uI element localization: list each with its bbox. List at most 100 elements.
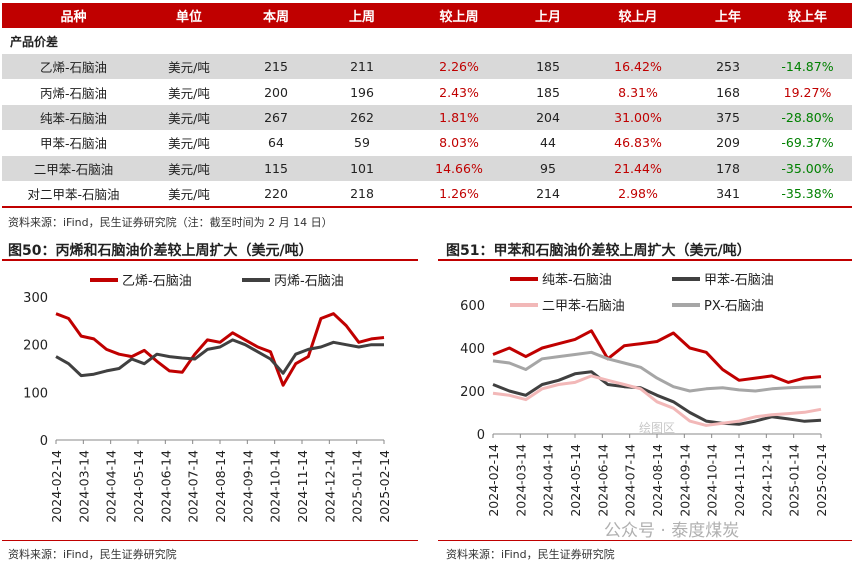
cell-last-week: 196 [350,84,374,100]
legend-label: 乙烯-石脑油 [122,274,192,289]
cell-wow: 2.43% [439,84,479,100]
fig51-title-rule [438,259,852,261]
cell-yoy: -35.00% [763,155,852,181]
x-tick-label: 2024-08-14 [650,444,665,517]
y-tick-label: 300 [23,291,48,306]
y-tick-label: 200 [23,339,48,354]
cell-product: 对二甲苯-石脑油 [2,180,145,209]
fig50-title: 图50：丙烯和石脑油价差较上周扩大（美元/吨） [8,243,313,259]
cell-unit: 美元/吨 [145,104,233,131]
cell-last-week: 262 [319,104,405,131]
cell-this-week: 267 [233,104,319,131]
table-row: 纯苯-石脑油 美元/吨 267 262 1.81% 204 31.00% 375… [2,104,852,131]
table-row: 二甲苯-石脑油 美元/吨 115 101 14.66% 95 21.44% 17… [2,155,852,181]
cell-product: 丙烯-石脑油 [39,85,107,101]
fig50-title-rule [2,259,418,261]
y-tick-label: 200 [460,385,485,400]
x-tick-label: 2024-05-14 [131,450,146,523]
x-tick-label: 2024-09-14 [240,450,255,523]
x-tick-label: 2024-12-14 [759,444,774,517]
cell-last-month: 214 [513,180,583,209]
series-line [492,370,822,426]
table-row: 丙烯-石脑油 美元/吨 200 196 2.43% 185 8.31% 168 … [2,79,852,104]
series-line [492,350,822,393]
x-tick-label: 2024-08-14 [213,450,228,523]
cell-this-week: 200 [264,84,288,100]
cell-last-year: 341 [693,180,763,209]
x-tick-label: 2024-04-14 [541,444,556,517]
fig50-chart: 乙烯-石脑油 丙烯-石脑油 0 100 200 300 2024-02-14 2024-03-… [23,274,392,523]
x-tick-label: 2024-11-14 [732,444,747,517]
group-label: 产品价差 [10,34,59,49]
cell-last-week: 218 [319,180,405,209]
cell-mom: 16.42% [583,54,693,80]
cell-this-week: 215 [233,54,319,80]
x-tick-label: 2025-02-14 [814,444,829,517]
x-tick-label: 2024-06-14 [595,444,610,517]
cell-last-week: 101 [319,155,405,181]
legend-label: 甲苯-石脑油 [704,273,774,288]
legend-label: 二甲苯-石脑油 [542,299,625,314]
plot-area-watermark: 绘图区 [639,420,675,435]
x-tick-label: 2024-10-14 [268,450,283,523]
col-header-last-month: 上月 [513,3,583,28]
cell-last-year: 209 [716,135,740,151]
cell-product: 纯苯-石脑油 [2,104,145,131]
col-header-last-week: 上周 [319,3,405,28]
cell-this-week: 220 [233,180,319,209]
cell-wow: 1.26% [405,180,513,209]
x-tick-label: 2024-11-14 [295,450,310,523]
col-header-mom: 较上月 [583,3,693,28]
cell-wow: 8.03% [439,135,479,151]
fig50-bottom-rule [2,540,418,541]
y-tick-label: 600 [460,299,485,314]
cell-yoy: -69.37% [781,135,834,151]
y-tick-label: 0 [40,434,48,449]
y-tick-label: 400 [460,342,485,357]
x-tick-label: 2024-10-14 [705,444,720,517]
series-line [492,374,822,427]
cell-product: 二甲苯-石脑油 [2,155,145,181]
x-tick-label: 2024-07-14 [623,444,638,517]
table-source-note: 资料来源：iFind，民生证券研究院（注：截至时间为 2 月 14 日） [8,216,333,229]
col-header-wow: 较上周 [405,3,513,28]
col-header-product: 品种 [2,3,145,28]
col-header-last-year: 上年 [693,3,763,28]
series-line [55,312,385,387]
fig50-source: 资料来源：iFind，民生证券研究院 [8,548,177,561]
cell-product: 甲苯-石脑油 [39,136,107,152]
cell-mom: 46.83% [614,135,662,151]
x-tick-label: 2024-02-14 [49,450,64,523]
cell-yoy: -14.87% [763,54,852,80]
x-tick-label: 2024-06-14 [158,450,173,523]
fig51-title: 图51：甲苯和石脑油价差较上周扩大（美元/吨） [446,243,751,259]
cell-yoy: 19.27% [783,84,832,100]
cell-last-month: 95 [513,155,583,181]
col-header-unit: 单位 [145,3,233,28]
x-tick-label: 2024-02-14 [486,444,501,517]
cell-wow: 1.81% [405,104,513,131]
col-header-this-week: 本周 [233,3,319,28]
cell-unit: 美元/吨 [145,54,233,80]
table-header-row: 品种 单位 本周 上周 较上周 上月 较上月 上年 较上年 [2,3,852,28]
cell-last-month: 185 [513,54,583,80]
x-tick-label: 2024-03-14 [513,444,528,517]
table-group-row: 产品价差 [2,28,852,54]
fig51-source: 资料来源：iFind，民生证券研究院 [446,548,615,561]
x-tick-label: 2024-12-14 [322,450,337,523]
cell-mom: 2.98% [583,180,693,209]
legend-label: 纯苯-石脑油 [542,273,612,288]
cell-mom: 8.31% [618,84,658,100]
account-watermark: 公众号 · 泰度煤炭 [604,521,740,541]
cell-yoy: -28.80% [763,104,852,131]
cell-this-week: 115 [233,155,319,181]
cell-last-month: 204 [513,104,583,131]
series-line [55,338,384,378]
spread-table: 品种 单位 本周 上周 较上周 上月 较上月 上年 较上年 产品价差 乙烯-石脑… [2,3,852,209]
x-tick-label: 2025-01-14 [350,450,365,523]
cell-yoy: -35.38% [763,180,852,209]
table-row: 甲苯-石脑油 美元/吨 64 59 8.03% 44 46.83% 209 -6… [2,130,852,155]
cell-mom: 31.00% [583,104,693,131]
x-tick-label: 2025-02-14 [377,450,392,523]
cell-last-week: 211 [319,54,405,80]
